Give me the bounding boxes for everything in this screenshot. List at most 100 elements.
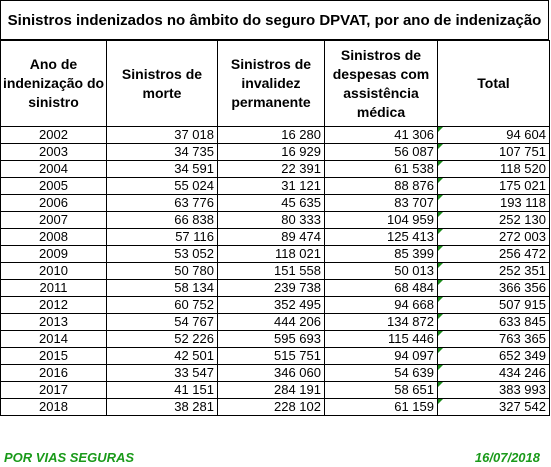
cell-value[interactable]: 34 735 (106, 143, 218, 161)
cell-year[interactable]: 2010 (0, 262, 107, 280)
cell-year[interactable]: 2015 (0, 347, 107, 365)
cell-value[interactable]: 58 651 (324, 381, 438, 399)
table-row: 2014 52 226 595 693 115 446 763 365 (0, 330, 550, 348)
cell-value[interactable]: 252 130 (437, 211, 550, 229)
cell-value[interactable]: 256 472 (437, 245, 550, 263)
cell-value[interactable]: 31 121 (217, 177, 325, 195)
cell-value[interactable]: 83 707 (324, 194, 438, 212)
cell-value[interactable]: 107 751 (437, 143, 550, 161)
cell-value[interactable]: 595 693 (217, 330, 325, 348)
cell-value[interactable]: 239 738 (217, 279, 325, 297)
cell-value[interactable]: 327 542 (437, 398, 550, 416)
cell-value[interactable]: 61 538 (324, 160, 438, 178)
cell-value[interactable]: 652 349 (437, 347, 550, 365)
cell-value[interactable]: 60 752 (106, 296, 218, 314)
cell-value[interactable]: 175 021 (437, 177, 550, 195)
cell-value[interactable]: 115 446 (324, 330, 438, 348)
table-row: 2008 57 116 89 474 125 413 272 003 (0, 228, 550, 246)
cell-value[interactable]: 366 356 (437, 279, 550, 297)
cell-value[interactable]: 80 333 (217, 211, 325, 229)
cell-year[interactable]: 2011 (0, 279, 107, 297)
cell-value[interactable]: 515 751 (217, 347, 325, 365)
cell-value[interactable]: 94 668 (324, 296, 438, 314)
cell-value[interactable]: 56 087 (324, 143, 438, 161)
cell-value[interactable]: 118 520 (437, 160, 550, 178)
cell-value[interactable]: 763 365 (437, 330, 550, 348)
cell-value[interactable]: 33 547 (106, 364, 218, 382)
cell-value[interactable]: 383 993 (437, 381, 550, 399)
cell-value[interactable]: 57 116 (106, 228, 218, 246)
cell-value[interactable]: 507 915 (437, 296, 550, 314)
cell-value[interactable]: 58 134 (106, 279, 218, 297)
cell-value[interactable]: 94 604 (437, 126, 550, 144)
cell-value[interactable]: 633 845 (437, 313, 550, 331)
cell-value[interactable]: 53 052 (106, 245, 218, 263)
cell-value[interactable]: 85 399 (324, 245, 438, 263)
cell-value[interactable]: 125 413 (324, 228, 438, 246)
cell-year[interactable]: 2016 (0, 364, 107, 382)
cell-value[interactable]: 352 495 (217, 296, 325, 314)
table-row: 2011 58 134 239 738 68 484 366 356 (0, 279, 550, 297)
cell-value[interactable]: 54 767 (106, 313, 218, 331)
cell-value[interactable]: 134 872 (324, 313, 438, 331)
cell-value[interactable]: 68 484 (324, 279, 438, 297)
table-row: 2017 41 151 284 191 58 651 383 993 (0, 381, 550, 399)
column-header-disability[interactable]: Sinistros de invalidez permanente (217, 40, 325, 127)
cell-value[interactable]: 284 191 (217, 381, 325, 399)
column-header-total[interactable]: Total (437, 40, 550, 127)
cell-value[interactable]: 45 635 (217, 194, 325, 212)
cell-year[interactable]: 2017 (0, 381, 107, 399)
cell-year[interactable]: 2004 (0, 160, 107, 178)
cell-value[interactable]: 54 639 (324, 364, 438, 382)
cell-value[interactable]: 104 959 (324, 211, 438, 229)
column-header-death[interactable]: Sinistros de morte (106, 40, 218, 127)
cell-year[interactable]: 2012 (0, 296, 107, 314)
cell-value[interactable]: 37 018 (106, 126, 218, 144)
cell-year[interactable]: 2005 (0, 177, 107, 195)
cell-value[interactable]: 252 351 (437, 262, 550, 280)
cell-year[interactable]: 2018 (0, 398, 107, 416)
cell-value[interactable]: 346 060 (217, 364, 325, 382)
cell-year[interactable]: 2003 (0, 143, 107, 161)
cell-year[interactable]: 2002 (0, 126, 107, 144)
cell-year[interactable]: 2013 (0, 313, 107, 331)
cell-year[interactable]: 2008 (0, 228, 107, 246)
cell-year[interactable]: 2009 (0, 245, 107, 263)
cell-value[interactable]: 38 281 (106, 398, 218, 416)
column-header-medical[interactable]: Sinistros de despesas com assistência mé… (324, 40, 438, 127)
column-header-year[interactable]: Ano de indenização do sinistro (0, 40, 107, 127)
cell-value[interactable]: 272 003 (437, 228, 550, 246)
cell-year[interactable]: 2007 (0, 211, 107, 229)
cell-year[interactable]: 2006 (0, 194, 107, 212)
footer-date: 16/07/2018 (474, 449, 540, 465)
cell-value[interactable]: 41 151 (106, 381, 218, 399)
cell-value[interactable]: 193 118 (437, 194, 550, 212)
cell-value[interactable]: 61 159 (324, 398, 438, 416)
cell-value[interactable]: 444 206 (217, 313, 325, 331)
cell-value[interactable]: 52 226 (106, 330, 218, 348)
cell-year[interactable]: 2014 (0, 330, 107, 348)
table-row: 2018 38 281 228 102 61 159 327 542 (0, 398, 550, 416)
cell-value[interactable]: 34 591 (106, 160, 218, 178)
cell-value[interactable]: 41 306 (324, 126, 438, 144)
cell-value[interactable]: 151 558 (217, 262, 325, 280)
cell-value[interactable]: 16 280 (217, 126, 325, 144)
cell-value[interactable]: 16 929 (217, 143, 325, 161)
cell-value[interactable]: 50 780 (106, 262, 218, 280)
cell-value[interactable]: 55 024 (106, 177, 218, 195)
cell-value[interactable]: 228 102 (217, 398, 325, 416)
cell-value[interactable]: 42 501 (106, 347, 218, 365)
cell-value[interactable]: 66 838 (106, 211, 218, 229)
cell-value[interactable]: 118 021 (217, 245, 325, 263)
table-row: 2013 54 767 444 206 134 872 633 845 (0, 313, 550, 331)
cell-value[interactable]: 22 391 (217, 160, 325, 178)
cell-value[interactable]: 88 876 (324, 177, 438, 195)
cell-value[interactable]: 50 013 (324, 262, 438, 280)
cell-value[interactable]: 89 474 (217, 228, 325, 246)
cell-value[interactable]: 63 776 (106, 194, 218, 212)
cell-value[interactable]: 94 097 (324, 347, 438, 365)
cell-value[interactable]: 434 246 (437, 364, 550, 382)
table-row: 2010 50 780 151 558 50 013 252 351 (0, 262, 550, 280)
table-row: 2002 37 018 16 280 41 306 94 604 (0, 126, 550, 144)
